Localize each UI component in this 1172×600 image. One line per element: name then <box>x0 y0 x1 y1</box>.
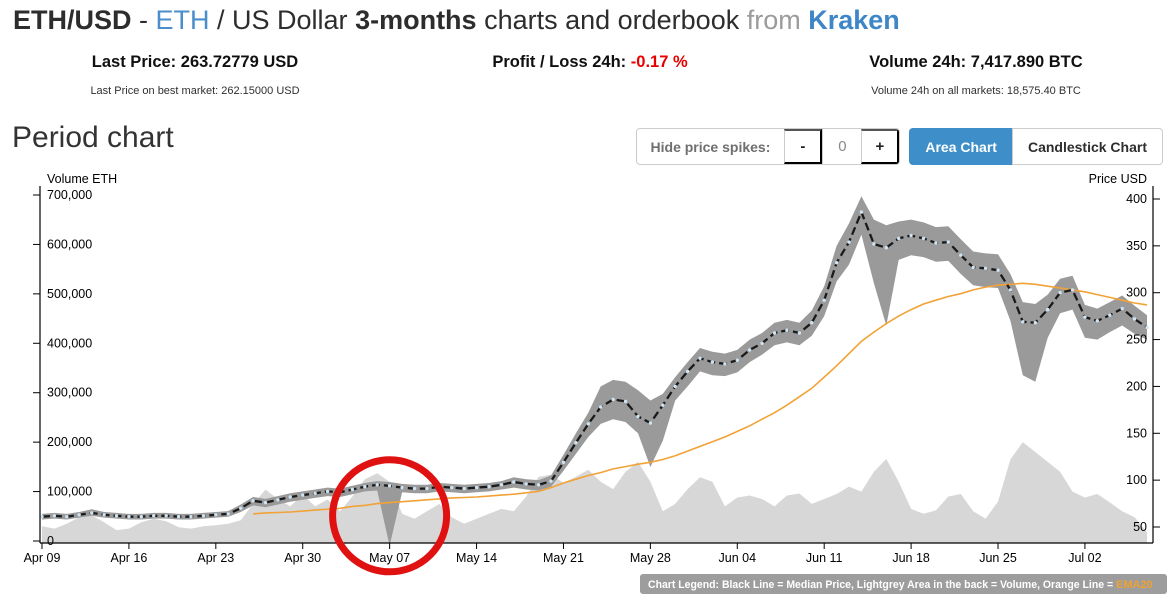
profit-loss-stat: Profit / Loss 24h: -0.17 % <box>390 53 790 97</box>
volume-stat: Volume 24h: 7,417.890 BTC Volume 24h on … <box>790 53 1162 97</box>
last-price-stat: Last Price: 263.72779 USD Last Price on … <box>0 53 390 97</box>
volume-sub: Volume 24h on all markets: 18,575.40 BTC <box>871 85 1081 97</box>
last-price-label: Last Price: <box>91 53 177 71</box>
last-price-sub: Last Price on best market: 262.15000 USD <box>90 85 300 97</box>
chart-legend-box <box>640 574 1167 594</box>
volume-value: 7,417.890 BTC <box>970 53 1083 71</box>
svg-text:May 14: May 14 <box>456 551 497 565</box>
profit-loss-label: Profit / Loss 24h: <box>492 53 627 71</box>
title-mid: / US Dollar <box>209 5 356 35</box>
section-title: Period chart <box>12 121 174 154</box>
svg-text:Jun 18: Jun 18 <box>892 551 930 565</box>
svg-text:50: 50 <box>1133 520 1147 534</box>
from-text: from <box>746 5 801 35</box>
volume-area <box>42 442 1147 543</box>
svg-text:400: 400 <box>1126 192 1147 206</box>
period-text: 3-months <box>355 5 477 35</box>
last-price-value: 263.72779 USD <box>180 53 299 71</box>
kraken-link[interactable]: Kraken <box>808 5 900 35</box>
svg-text:Jun 11: Jun 11 <box>806 551 843 565</box>
ema20-line <box>253 282 1148 515</box>
title-tail: charts and orderbook <box>476 5 747 35</box>
eth-link[interactable]: ETH <box>155 5 210 35</box>
hide-spikes-label: Hide price spikes: <box>650 138 771 155</box>
svg-text:700,000: 700,000 <box>47 188 92 202</box>
spike-decrease-button[interactable]: - <box>784 129 823 164</box>
chart-type-group: Area Chart Candlestick Chart <box>909 128 1163 165</box>
left-axis-title: Volume ETH <box>47 172 117 186</box>
volume-label: Volume 24h: <box>869 53 967 71</box>
title-separator: - <box>131 5 156 35</box>
svg-text:0: 0 <box>47 534 54 548</box>
chart-legend: Chart Legend: Black Line = Median Price,… <box>648 579 1153 591</box>
hide-spikes-group: Hide price spikes: - 0 + <box>635 128 901 165</box>
svg-text:250: 250 <box>1126 333 1147 347</box>
svg-text:Apr 30: Apr 30 <box>284 551 321 565</box>
svg-text:Apr 23: Apr 23 <box>197 551 234 565</box>
spike-increase-button[interactable]: + <box>861 129 900 164</box>
profit-loss-value: -0.17 % <box>630 53 688 71</box>
left-axis: 0 100,000 200,000 300,000 400,000 500,000 600,… <box>33 172 117 548</box>
pair-text: ETH/USD <box>13 5 132 35</box>
median-price-points <box>40 210 1149 519</box>
svg-text:200,000: 200,000 <box>47 435 92 449</box>
page-title: ETH/USD - ETH / US Dollar 3-months chart… <box>13 5 900 36</box>
svg-text:600,000: 600,000 <box>47 237 92 251</box>
svg-text:350: 350 <box>1126 239 1147 253</box>
right-axis-title: Price USD <box>1089 172 1147 186</box>
svg-text:May 21: May 21 <box>543 551 584 565</box>
area-chart-button[interactable]: Area Chart <box>909 128 1012 165</box>
median-price-line <box>41 210 1148 518</box>
chart-controls: Hide price spikes: - 0 + Area Chart Cand… <box>635 128 1163 165</box>
svg-text:400,000: 400,000 <box>47 336 92 350</box>
candlestick-chart-button[interactable]: Candlestick Chart <box>1011 128 1163 165</box>
svg-text:500,000: 500,000 <box>47 287 92 301</box>
svg-text:300,000: 300,000 <box>47 386 92 400</box>
svg-text:Jun 04: Jun 04 <box>719 551 757 565</box>
period-chart: 0 100,000 200,000 300,000 400,000 500,000 600,… <box>24 172 1167 594</box>
svg-text:Apr 16: Apr 16 <box>110 551 147 565</box>
right-axis: 50 100 150 200 250 300 350 400 Price USD <box>1089 172 1160 534</box>
svg-text:200: 200 <box>1126 379 1147 393</box>
svg-text:May 28: May 28 <box>630 551 671 565</box>
stats-row: Last Price: 263.72779 USD Last Price on … <box>0 53 1172 97</box>
svg-text:Jun 25: Jun 25 <box>979 551 1017 565</box>
svg-text:100,000: 100,000 <box>47 485 92 499</box>
spike-value: 0 <box>822 129 862 164</box>
svg-text:Apr 09: Apr 09 <box>24 551 61 565</box>
svg-text:300: 300 <box>1126 286 1147 300</box>
svg-text:May 07: May 07 <box>369 551 410 565</box>
annotation-circle <box>329 456 451 576</box>
svg-text:100: 100 <box>1126 473 1147 487</box>
svg-text:150: 150 <box>1126 426 1147 440</box>
x-axis: Apr 09 Apr 16 Apr 23 Apr 30 May 07 May 14 May … <box>24 543 1102 565</box>
svg-text:Jul 02: Jul 02 <box>1068 551 1101 565</box>
